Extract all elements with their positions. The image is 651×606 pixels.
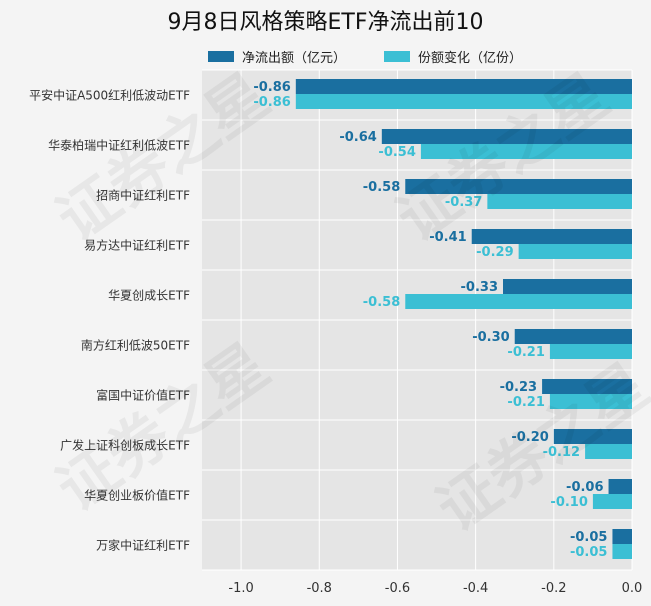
bar-outflow	[503, 279, 632, 294]
data-label: -0.20	[511, 430, 548, 445]
category-label: 华夏创业板价值ETF	[84, 488, 190, 503]
bar-outflow	[553, 429, 632, 444]
data-label: -0.21	[507, 395, 544, 410]
legend-swatch-outflow	[208, 51, 234, 62]
data-label: -0.30	[472, 330, 509, 345]
bar-share-change	[405, 294, 632, 309]
bar-outflow	[514, 329, 632, 344]
x-tick-label: -1.0	[228, 581, 253, 596]
category-label: 广发上证科创板成长ETF	[60, 438, 190, 453]
x-tick-label: -0.8	[307, 581, 332, 596]
bar-share-change	[518, 244, 632, 259]
bar-outflow	[608, 479, 632, 494]
data-label: -0.29	[476, 245, 513, 260]
data-label: -0.86	[253, 95, 290, 110]
data-label: -0.23	[500, 380, 537, 395]
legend-label-share-change: 份额变化（亿份）	[418, 51, 523, 66]
data-label: -0.58	[363, 295, 400, 310]
legend-swatch-share-change	[384, 51, 410, 62]
x-tick-label: -0.2	[541, 581, 566, 596]
category-label: 万家中证红利ETF	[96, 538, 190, 553]
legend-item-outflow: 净流出额（亿元）	[208, 47, 346, 66]
bar-outflow	[295, 79, 632, 94]
legend: 净流出额（亿元） 份额变化（亿份）	[0, 47, 651, 67]
bar-share-change	[487, 194, 632, 209]
category-label: 南方红利低波50ETF	[81, 338, 190, 353]
data-label: -0.21	[507, 345, 544, 360]
data-label: -0.06	[566, 480, 603, 495]
bar-outflow	[381, 129, 632, 144]
data-label: -0.10	[550, 495, 587, 510]
bar-share-change	[295, 94, 632, 109]
bar-share-change	[549, 394, 632, 409]
data-label: -0.41	[429, 230, 466, 245]
legend-label-outflow: 净流出额（亿元）	[242, 51, 347, 66]
bar-share-change	[592, 494, 632, 509]
data-label: -0.05	[570, 530, 607, 545]
data-label: -0.37	[445, 195, 482, 210]
bar-outflow	[542, 379, 632, 394]
chart-title: 9月8日风格策略ETF净流出前10	[167, 10, 484, 35]
category-label: 富国中证价值ETF	[96, 388, 190, 403]
x-tick-label: -0.4	[463, 581, 488, 596]
data-label: -0.58	[363, 180, 400, 195]
data-label: -0.64	[339, 130, 376, 145]
bar-share-change	[549, 344, 632, 359]
data-label: -0.05	[570, 545, 607, 560]
data-label: -0.33	[461, 280, 498, 295]
category-label: 华夏创成长ETF	[108, 289, 190, 303]
x-tick-label: -0.6	[385, 581, 410, 596]
bar-share-change	[420, 144, 632, 159]
category-label: 平安中证A500红利低波动ETF	[29, 88, 190, 103]
bar-outflow	[612, 529, 632, 544]
bar-share-change	[585, 444, 632, 459]
category-label: 易方达中证红利ETF	[84, 238, 190, 253]
category-label: 华泰柏瑞中证红利低波ETF	[48, 138, 190, 153]
data-label: -0.54	[378, 145, 415, 160]
bar-outflow	[405, 179, 632, 194]
bar-share-change	[612, 544, 632, 559]
legend-item-share-change: 份额变化（亿份）	[384, 47, 522, 66]
category-label: 招商中证红利ETF	[96, 188, 190, 203]
bar-outflow	[471, 229, 632, 244]
data-label: -0.12	[543, 445, 580, 460]
x-tick-label: 0.0	[622, 581, 643, 596]
data-label: -0.86	[253, 80, 290, 95]
